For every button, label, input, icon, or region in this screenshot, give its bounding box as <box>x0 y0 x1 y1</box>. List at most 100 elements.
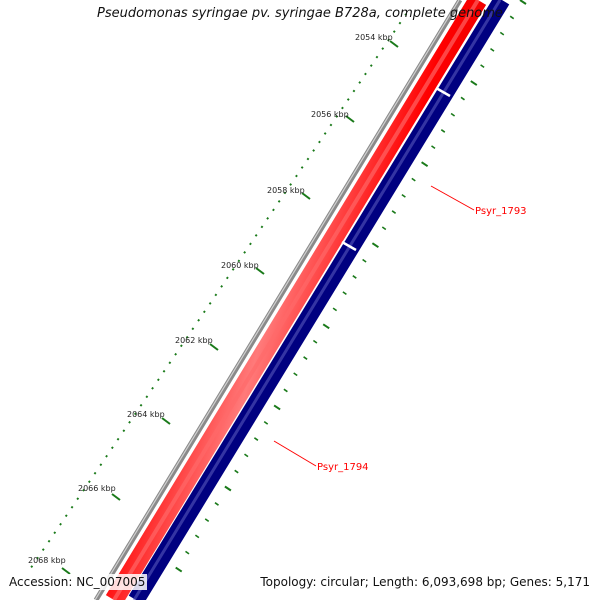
tick-label: 2062 kbp <box>175 336 213 345</box>
outer-tick <box>342 291 347 296</box>
minor-tick <box>300 166 304 169</box>
outer-tick <box>421 161 429 168</box>
minor-tick <box>133 412 137 416</box>
gene-label: Psyr_1794 <box>317 462 369 473</box>
minor-tick <box>277 200 281 203</box>
minor-tick <box>312 149 316 152</box>
gene-label: Psyr_1793 <box>475 206 527 217</box>
minor-tick <box>318 140 321 144</box>
minor-tick <box>346 98 350 101</box>
leader-line <box>430 185 475 211</box>
major-tick <box>301 192 311 200</box>
tick-label: 2064 kbp <box>127 410 165 419</box>
outer-tick <box>234 469 239 474</box>
minor-tick <box>398 21 402 25</box>
minor-tick <box>306 157 310 161</box>
minor-tick <box>352 89 356 93</box>
minor-tick <box>59 522 62 526</box>
minor-tick <box>87 480 91 484</box>
major-ticks: 2054 kbp 2056 kbp 2058 kbp 2060 kbp 2062… <box>28 33 399 575</box>
minor-tick <box>272 208 275 212</box>
major-tick <box>209 343 219 351</box>
minor-tick <box>179 344 183 348</box>
gene-label-psyr-1794[interactable]: Psyr_1794 <box>273 440 369 473</box>
outer-tick-marks <box>175 0 527 573</box>
outer-tick <box>431 145 436 150</box>
minor-tick <box>82 488 85 492</box>
genome-summary: Topology: circular; Length: 6,093,698 bp… <box>258 574 592 590</box>
minor-tick <box>174 352 178 356</box>
outer-tick <box>470 80 478 86</box>
outer-tick <box>185 550 190 555</box>
minor-tick <box>162 369 166 373</box>
tick-label: 2066 kbp <box>78 484 116 493</box>
minor-tick <box>185 335 189 339</box>
minor-tick <box>231 268 235 271</box>
outer-tick <box>352 275 357 279</box>
minor-tick <box>358 81 362 84</box>
minor-tick <box>128 420 131 424</box>
minor-tick <box>404 13 408 16</box>
minor-tick <box>76 497 80 501</box>
minor-tick <box>375 55 379 59</box>
tick-label: 2060 kbp <box>221 261 259 270</box>
minor-tick <box>139 403 143 407</box>
outer-tick <box>303 356 308 360</box>
outer-tick <box>450 112 456 117</box>
minor-tick <box>191 327 195 331</box>
minor-tick <box>387 38 390 42</box>
outer-tick <box>460 96 465 101</box>
gene-boundary-top <box>435 86 451 98</box>
accession-label: Accession: NC_007005 <box>7 574 148 590</box>
tick-label: 2056 kbp <box>311 110 349 119</box>
minor-tick <box>208 302 212 305</box>
minor-tick <box>156 378 160 382</box>
outer-tick <box>332 307 338 312</box>
outer-tick <box>401 193 406 198</box>
outer-tick <box>362 258 367 263</box>
outer-tick <box>293 372 298 377</box>
minor-tick <box>237 259 241 263</box>
outer-navy-track <box>128 0 510 600</box>
minor-tick <box>254 234 258 237</box>
gene-boundary-mid <box>341 240 357 252</box>
outer-tick <box>509 15 515 20</box>
minor-tick <box>323 132 327 135</box>
outer-tick <box>214 502 219 506</box>
minor-tick <box>197 318 201 322</box>
outer-tick <box>480 64 485 69</box>
outer-tick <box>263 420 269 425</box>
minor-tick <box>64 514 68 518</box>
minor-tick <box>105 454 108 458</box>
minor-tick <box>243 251 247 254</box>
minor-tick <box>260 225 264 229</box>
minor-tick <box>41 548 45 551</box>
minor-tick <box>202 310 206 314</box>
major-tick <box>345 115 355 123</box>
outer-tick <box>519 0 527 5</box>
backbone-track <box>93 0 463 600</box>
outer-tick <box>204 518 210 523</box>
minor-tick-marks <box>30 13 408 568</box>
gene-label-psyr-1793[interactable]: Psyr_1793 <box>430 185 527 217</box>
minor-tick <box>392 30 396 33</box>
minor-tick <box>214 293 218 297</box>
minor-tick <box>341 106 344 110</box>
minor-tick <box>110 446 114 450</box>
minor-tick <box>53 531 57 535</box>
outer-tick <box>253 437 259 441</box>
outer-tick <box>244 453 249 458</box>
outer-tick <box>411 177 416 182</box>
outer-tick <box>490 47 495 52</box>
major-tick <box>255 267 265 275</box>
outer-tick <box>224 485 232 492</box>
minor-tick <box>99 463 103 467</box>
minor-tick <box>329 123 333 127</box>
map-title: Pseudomonas syringae pv. syringae B728a,… <box>97 6 503 21</box>
gene-track <box>105 0 487 600</box>
minor-tick <box>116 437 120 441</box>
minor-tick <box>47 539 51 543</box>
outer-tick <box>175 566 183 573</box>
minor-tick <box>122 429 126 433</box>
outer-tick <box>391 210 397 214</box>
